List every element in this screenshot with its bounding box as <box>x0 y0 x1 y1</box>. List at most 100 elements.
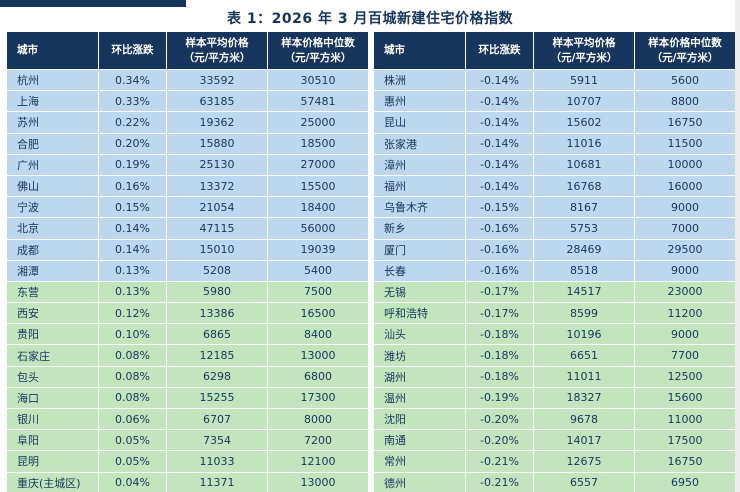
city-cell: 昆山 <box>373 111 466 134</box>
header-change: 环比涨跌 <box>98 31 167 70</box>
median-price-cell: 17500 <box>634 429 736 452</box>
city-cell: 昆明 <box>6 450 99 473</box>
avg-price-cell: 6298 <box>166 365 268 388</box>
avg-price-cell: 28469 <box>533 238 635 261</box>
median-price-cell: 18400 <box>267 196 369 219</box>
median-price-cell: 8000 <box>267 407 369 431</box>
city-cell: 成都 <box>6 238 99 261</box>
change-cell: 0.08% <box>98 365 167 388</box>
median-price-cell: 11200 <box>634 302 736 325</box>
header-avg-price: 样本平均价格 （元/平方米） <box>166 31 268 70</box>
table-row: 合肥 0.20% 15880 18500 <box>6 132 369 155</box>
change-cell: 0.06% <box>98 407 167 431</box>
table-row: 昆明 0.05% 11033 12100 <box>6 450 369 473</box>
change-cell: -0.20% <box>465 407 534 431</box>
change-cell: 0.05% <box>98 450 167 473</box>
table-row: 重庆(主城区) 0.04% 11371 13000 <box>6 471 369 492</box>
median-price-cell: 16000 <box>634 174 736 198</box>
change-cell: 0.04% <box>98 471 167 492</box>
city-cell: 广州 <box>6 153 99 176</box>
change-cell: 0.12% <box>98 302 167 325</box>
median-price-cell: 9000 <box>634 259 736 282</box>
avg-price-cell: 16768 <box>533 174 635 198</box>
avg-price-cell: 8599 <box>533 302 635 325</box>
avg-price-cell: 15602 <box>533 111 635 134</box>
change-cell: -0.18% <box>465 365 534 388</box>
change-cell: 0.33% <box>98 90 167 113</box>
median-price-cell: 13000 <box>267 344 369 367</box>
avg-price-cell: 6557 <box>533 471 635 492</box>
city-cell: 重庆(主城区) <box>6 471 99 492</box>
change-cell: -0.14% <box>465 90 534 113</box>
median-price-cell: 8800 <box>634 90 736 113</box>
avg-price-cell: 11011 <box>533 365 635 388</box>
avg-price-cell: 8518 <box>533 259 635 282</box>
city-cell: 石家庄 <box>6 344 99 367</box>
city-cell: 合肥 <box>6 132 99 155</box>
city-cell: 温州 <box>373 386 466 410</box>
median-price-cell: 16750 <box>634 450 736 473</box>
city-cell: 沈阳 <box>373 407 466 431</box>
city-cell: 上海 <box>6 90 99 113</box>
median-price-cell: 16500 <box>267 302 369 325</box>
city-cell: 西安 <box>6 302 99 325</box>
avg-price-cell: 11016 <box>533 132 635 155</box>
median-price-cell: 56000 <box>267 217 369 240</box>
table-row: 包头 0.08% 6298 6800 <box>6 365 369 388</box>
city-cell: 德州 <box>373 471 466 492</box>
header-row: 城市 环比涨跌 样本平均价格 （元/平方米） 样本价格中位数 （元/平方米） <box>6 31 369 70</box>
avg-price-cell: 15010 <box>166 238 268 261</box>
median-price-cell: 12100 <box>267 450 369 473</box>
city-cell: 银川 <box>6 407 99 431</box>
table-title: 表 1：2026 年 3 月百城新建住宅价格指数 <box>227 11 513 27</box>
change-cell: -0.14% <box>465 111 534 134</box>
avg-price-cell: 10681 <box>533 153 635 176</box>
header-median-price: 样本价格中位数 （元/平方米） <box>634 31 736 70</box>
median-price-cell: 15600 <box>634 386 736 410</box>
change-cell: 0.05% <box>98 429 167 452</box>
median-price-cell: 17300 <box>267 386 369 410</box>
change-cell: 0.08% <box>98 386 167 410</box>
table-row: 东营 0.13% 5980 7500 <box>6 280 369 304</box>
median-price-cell: 29500 <box>634 238 736 261</box>
city-cell: 包头 <box>6 365 99 388</box>
header-city: 城市 <box>6 31 99 70</box>
city-cell: 乌鲁木齐 <box>373 196 466 219</box>
median-price-cell: 9000 <box>634 196 736 219</box>
city-cell: 惠州 <box>373 90 466 113</box>
median-price-cell: 27000 <box>267 153 369 176</box>
price-table-left: 城市 环比涨跌 样本平均价格 （元/平方米） 样本价格中位数 （元/平方米） 杭州 0.34%… <box>6 31 369 492</box>
header-city: 城市 <box>373 31 466 70</box>
median-price-cell: 7700 <box>634 344 736 367</box>
header-median-price: 样本价格中位数 （元/平方米） <box>267 31 369 70</box>
table-row: 广州 0.19% 25130 27000 <box>6 153 369 176</box>
change-cell: -0.19% <box>465 386 534 410</box>
table-row: 湖州 -0.18% 11011 12500 <box>373 365 736 388</box>
city-cell: 宁波 <box>6 196 99 219</box>
city-cell: 海口 <box>6 386 99 410</box>
median-price-cell: 7500 <box>267 280 369 304</box>
median-price-cell: 30510 <box>267 68 369 92</box>
median-price-cell: 57481 <box>267 90 369 113</box>
table-row: 西安 0.12% 13386 16500 <box>6 302 369 325</box>
city-cell: 佛山 <box>6 174 99 198</box>
header-change: 环比涨跌 <box>465 31 534 70</box>
change-cell: -0.14% <box>465 174 534 198</box>
table-row: 福州 -0.14% 16768 16000 <box>373 174 736 198</box>
city-cell: 杭州 <box>6 68 99 92</box>
change-cell: 0.14% <box>98 217 167 240</box>
change-cell: -0.18% <box>465 344 534 367</box>
table-row: 宁波 0.15% 21054 18400 <box>6 196 369 219</box>
median-price-cell: 15500 <box>267 174 369 198</box>
avg-price-cell: 10196 <box>533 323 635 346</box>
median-price-cell: 19039 <box>267 238 369 261</box>
table-row: 株洲 -0.14% 5911 5600 <box>373 68 736 92</box>
avg-price-cell: 47115 <box>166 217 268 240</box>
table-row: 沈阳 -0.20% 9678 11000 <box>373 407 736 431</box>
city-cell: 汕头 <box>373 323 466 346</box>
city-cell: 厦门 <box>373 238 466 261</box>
change-cell: -0.14% <box>465 132 534 155</box>
change-cell: 0.19% <box>98 153 167 176</box>
change-cell: -0.14% <box>465 153 534 176</box>
avg-price-cell: 5208 <box>166 259 268 282</box>
